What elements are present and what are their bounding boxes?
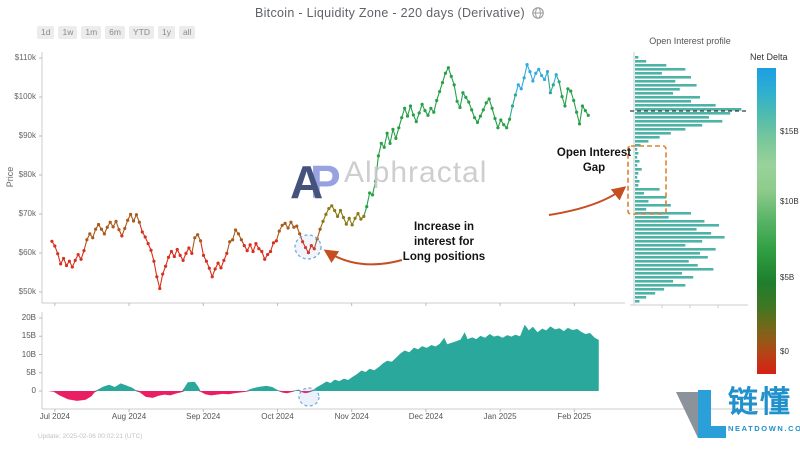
colorbar-label: $15B <box>780 127 799 136</box>
oi-gap-annotation: Open Interest Gap <box>544 146 644 176</box>
long-interest-annotation: Increase in interest for Long positions <box>386 220 502 265</box>
price-tick-label: $50k <box>18 287 36 296</box>
brand-name-cn: 链懂 <box>728 386 792 419</box>
oi-gap-highlight-box <box>627 145 667 215</box>
annotation-line: Open Interest <box>556 147 632 159</box>
time-range-selector: 1d 1w 1m 6m YTD 1y all <box>37 26 196 39</box>
month-tick-label: Jan 2025 <box>483 412 517 421</box>
range-button-YTD[interactable]: YTD <box>128 26 154 39</box>
long-interest-arrow <box>323 249 403 266</box>
page-title: Bitcoin - Liquidity Zone - 220 days (Der… <box>254 6 526 20</box>
delta-tick-label: 20B <box>21 313 36 322</box>
update-timestamp: Update: 2025-02-06 00:02:21 (UTC) <box>38 433 143 440</box>
price-tick-label: $70k <box>18 209 36 218</box>
neatdown-l-icon <box>676 390 726 438</box>
brand-domain: NEATDOWN.COM <box>728 424 800 433</box>
delta-tick-label: 15B <box>21 331 36 341</box>
month-tick-label: Oct 2024 <box>261 412 294 421</box>
neatdown-logo[interactable]: 链懂 NEATDOWN.COM <box>670 386 800 448</box>
oi-gap-arrow <box>548 186 627 216</box>
month-tick-label: Feb 2025 <box>557 412 592 421</box>
range-button-1m[interactable]: 1m <box>81 26 102 39</box>
svg-text:A: A <box>290 156 323 208</box>
month-tick-label: Dec 2024 <box>408 412 444 421</box>
range-button-1w[interactable]: 1w <box>58 26 78 39</box>
range-button-6m[interactable]: 6m <box>105 26 125 39</box>
colorbar-label: $0 <box>780 347 789 356</box>
month-tick-label: Nov 2024 <box>334 412 369 421</box>
range-button-1y[interactable]: 1y <box>157 26 175 39</box>
delta-tick-label: 0 <box>31 386 36 395</box>
month-tick-label: Aug 2024 <box>111 412 147 421</box>
range-button-all[interactable]: all <box>178 26 196 39</box>
net-delta-title: Net Delta <box>750 52 788 62</box>
annotation-line: Gap <box>582 162 606 174</box>
colorbar-label: $5B <box>780 273 795 282</box>
alphractal-logo-icon: P A <box>290 156 341 208</box>
annotation-line: Increase in <box>413 221 475 233</box>
net-delta-colorbar <box>757 68 776 374</box>
price-tick-label: $110k <box>14 53 36 62</box>
annotation-line: interest for <box>413 236 475 248</box>
month-tick-label: Jul 2024 <box>39 412 70 421</box>
globe-icon[interactable] <box>531 6 545 20</box>
oi-profile-title: Open Interest profile <box>649 36 731 46</box>
range-button-1d[interactable]: 1d <box>37 26 55 39</box>
annotation-line: Long positions <box>402 251 486 263</box>
header: Bitcoin - Liquidity Zone - 220 days (Der… <box>0 6 800 20</box>
price-tick-label: $90k <box>18 131 36 140</box>
delta-tick-label: 5B <box>26 367 36 377</box>
price-tick-label: $80k <box>18 170 36 179</box>
month-tick-label: Sep 2024 <box>186 412 221 421</box>
axes <box>41 52 788 410</box>
price-tick-label: $100k <box>14 92 36 101</box>
delta-highlight-circle <box>298 387 320 407</box>
svg-text:P: P <box>310 156 341 208</box>
delta-tick-label: 10B <box>21 349 36 359</box>
price-tick-label: $60k <box>18 248 36 257</box>
price-highlight-circle <box>294 234 322 260</box>
colorbar-label: $10B <box>780 197 799 206</box>
